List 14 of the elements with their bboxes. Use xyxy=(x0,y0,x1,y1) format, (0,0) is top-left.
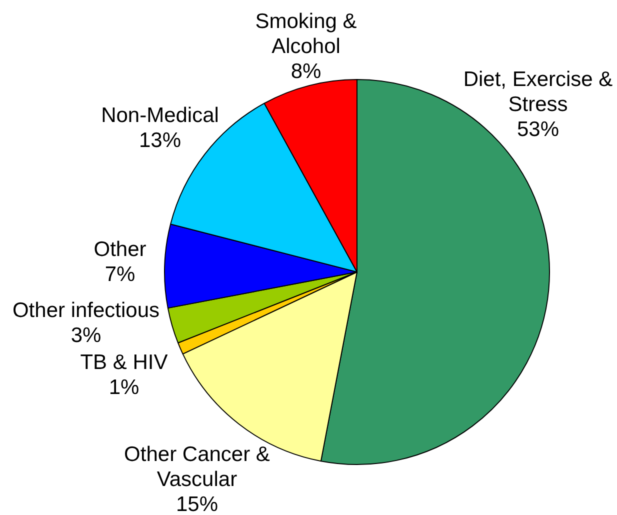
data-label: 1% xyxy=(108,376,140,399)
data-label: 3% xyxy=(70,324,102,347)
slice-label: Diet, Exercise & Stress xyxy=(463,68,613,116)
data-label: 8% xyxy=(290,60,322,83)
data-label: 53% xyxy=(516,118,560,141)
data-label: 15% xyxy=(176,492,218,515)
slice-label: Smoking & Alcohol xyxy=(255,10,357,58)
data-label: 7% xyxy=(104,262,136,286)
slice-label: Other xyxy=(94,238,146,261)
slice-label: TB & HIV xyxy=(80,350,168,374)
data-label: 13% xyxy=(138,128,182,152)
slice-label: Other infectious xyxy=(12,298,160,322)
slice-label: Non-Medical xyxy=(101,104,219,127)
slice-label: Other Cancer & Vascular xyxy=(124,442,270,491)
